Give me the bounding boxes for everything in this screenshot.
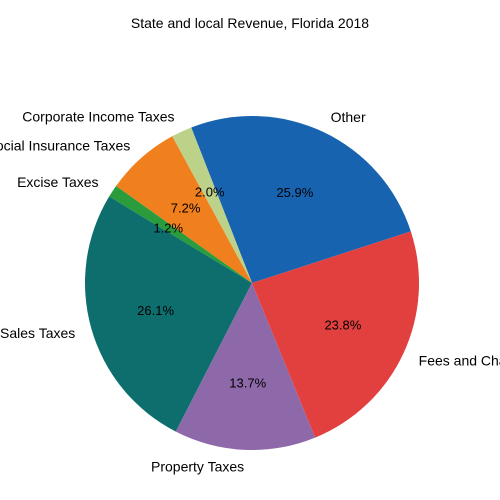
pct-label-corporate-income-taxes: 2.0% [195,185,225,200]
slice-excise-taxes [109,185,252,283]
category-label-social-insurance-taxes: Social Insurance Taxes [0,137,130,153]
chart-title: State and local Revenue, Florida 2018 [131,15,369,31]
pie-slices [85,115,420,450]
pct-label-excise-taxes: 1.2% [153,220,183,235]
slice-social-insurance-taxes [116,136,252,283]
slice-corporate-income-taxes [172,127,252,283]
slice-fees-and-charges [252,231,420,438]
category-label-other: Other [331,109,366,125]
category-label-excise-taxes: Excise Taxes [17,174,98,190]
pct-label-sales-taxes: 26.1% [137,303,174,318]
slice-sales-taxes [85,196,252,432]
pie-labels: 25.9% Other 2.0% Corporate Income Taxes 7.2%… [0,108,500,474]
pct-label-fees-and-charges: 23.8% [324,318,361,333]
category-label-sales-taxes: Sales Taxes [0,325,75,341]
category-label-property-taxes: Property Taxes [151,459,244,475]
pct-label-other: 25.9% [276,185,313,200]
category-label-fees-and-charges: Fees and Charges [419,352,500,368]
category-label-corporate-income-taxes: Corporate Income Taxes [22,108,174,124]
slice-other [191,115,411,283]
pct-label-property-taxes: 13.7% [229,376,266,391]
pct-label-social-insurance-taxes: 7.2% [171,200,201,215]
slice-property-taxes [175,283,316,450]
